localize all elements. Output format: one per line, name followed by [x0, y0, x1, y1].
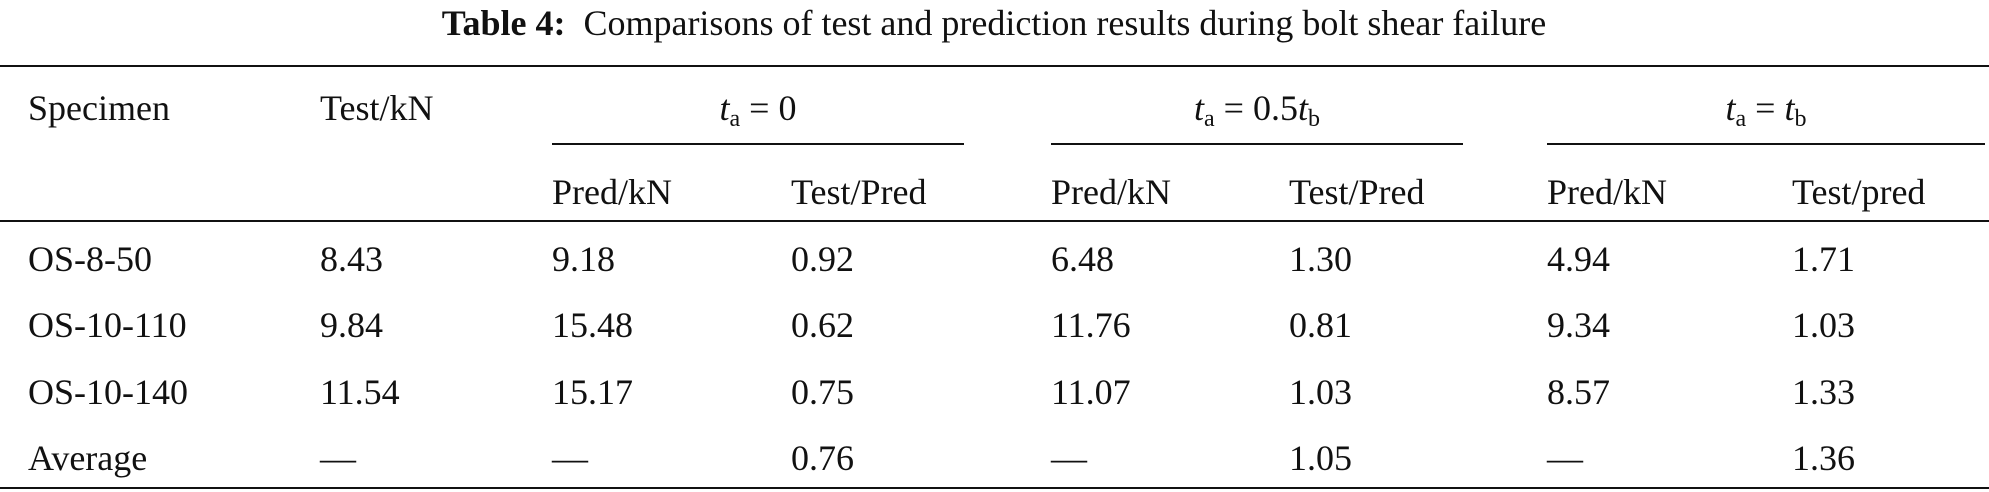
sub-header: Pred/kN — [552, 172, 672, 212]
cell: 1.03 — [1289, 372, 1352, 412]
cell: OS-8-50 — [28, 239, 152, 279]
cell: 0.92 — [791, 239, 854, 279]
cell: 1.30 — [1289, 239, 1352, 279]
top-rule — [0, 65, 1989, 67]
cell: 1.71 — [1792, 239, 1855, 279]
header-segment: = — [1746, 88, 1785, 128]
cell: 11.54 — [320, 372, 400, 412]
cell: 0.62 — [791, 305, 854, 345]
header-segment: = 0.5 — [1214, 88, 1298, 128]
group-rule — [1051, 143, 1463, 145]
group-header: ta = tb — [1725, 88, 1807, 131]
cell: 9.84 — [320, 305, 383, 345]
cell: 0.75 — [791, 372, 854, 412]
cell: Average — [28, 438, 148, 478]
cell: 4.94 — [1547, 239, 1610, 279]
header-segment: b — [1794, 106, 1807, 132]
sub-header: Pred/kN — [1547, 172, 1667, 212]
header-segment: t — [1725, 88, 1736, 128]
header-segment: t — [1784, 88, 1795, 128]
cell: 0.81 — [1289, 305, 1352, 345]
header-segment: a — [1735, 106, 1747, 132]
cell: 15.48 — [552, 305, 633, 345]
cell: 11.76 — [1051, 305, 1131, 345]
header-rule — [0, 220, 1989, 222]
header-segment: t — [1194, 88, 1205, 128]
caption: Table 4: Comparisons of test and predict… — [442, 5, 1547, 41]
cell: 11.07 — [1051, 372, 1131, 412]
cell: 1.05 — [1289, 438, 1352, 478]
cell: 1.03 — [1792, 305, 1855, 345]
bottom-rule — [0, 487, 1989, 489]
group-header: ta = 0 — [719, 88, 797, 131]
sub-header: Pred/kN — [1051, 172, 1171, 212]
sub-header: Test/Pred — [1289, 172, 1425, 212]
cell: 6.48 — [1051, 239, 1114, 279]
cell: OS-10-110 — [28, 305, 187, 345]
group-rule — [552, 143, 964, 145]
column-header: Test/kN — [320, 88, 434, 128]
cell: — — [1547, 438, 1583, 478]
header-segment: t — [719, 88, 730, 128]
header-segment: b — [1308, 106, 1320, 132]
caption-text: Comparisons of test and prediction resul… — [583, 3, 1547, 43]
cell: 8.57 — [1547, 372, 1610, 412]
cell: 15.17 — [552, 372, 633, 412]
cell: 1.36 — [1792, 438, 1855, 478]
group-header: ta = 0.5tb — [1194, 88, 1320, 131]
header-segment: a — [729, 106, 741, 132]
header-segment: = 0 — [740, 88, 797, 128]
cell: OS-10-140 — [28, 372, 188, 412]
header-segment: t — [1297, 88, 1308, 128]
caption-label: Table 4: — [441, 3, 566, 43]
group-rule — [1547, 143, 1985, 145]
cell: 0.76 — [791, 438, 854, 478]
cell: — — [1051, 438, 1087, 478]
column-header: Specimen — [28, 88, 170, 128]
cell: — — [552, 438, 588, 478]
sub-header: Test/pred — [1792, 172, 1926, 212]
cell: 9.34 — [1547, 305, 1610, 345]
header-segment: a — [1204, 106, 1215, 132]
sub-header: Test/Pred — [791, 172, 927, 212]
cell: 9.18 — [552, 239, 615, 279]
cell: — — [320, 438, 356, 478]
cell: 1.33 — [1792, 372, 1855, 412]
cell: 8.43 — [320, 239, 383, 279]
